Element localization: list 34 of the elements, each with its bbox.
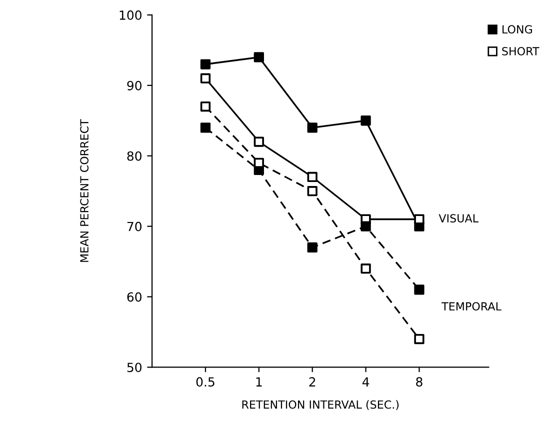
- point: [307, 242, 318, 253]
- y-tick-label: 100: [120, 10, 142, 20]
- y-tick-label: 70: [127, 222, 142, 232]
- point: [200, 59, 211, 70]
- x-tick-label: 1: [256, 377, 262, 386]
- x-tick-label: 8: [416, 377, 422, 387]
- point: [414, 284, 424, 295]
- point: [254, 158, 264, 168]
- legend-label: SHORT: [502, 47, 540, 56]
- point: [200, 122, 211, 133]
- point: [254, 52, 264, 62]
- y-tick-label: 60: [127, 292, 142, 302]
- x-tick-label: 4: [362, 377, 370, 386]
- point: [414, 334, 424, 344]
- point: [360, 116, 371, 126]
- legend-label: LONG: [502, 25, 532, 34]
- point: [307, 186, 318, 196]
- x-tick-label: 2: [309, 377, 316, 386]
- point: [200, 73, 211, 84]
- point: [307, 122, 318, 133]
- x-tick-label: 0.5: [196, 377, 214, 387]
- annotation: TEMPORAL: [442, 302, 502, 311]
- point: [254, 136, 264, 147]
- annotation: VISUAL: [438, 214, 478, 222]
- y-tick-label: 50: [127, 362, 142, 372]
- point: [307, 172, 318, 182]
- y-tick-label: 90: [127, 80, 142, 90]
- point: [360, 264, 371, 274]
- y-tick-label: 80: [127, 151, 142, 161]
- point: [360, 221, 371, 232]
- x-axis-title: RETENTION INTERVAL (SEC.): [242, 400, 399, 410]
- point: [414, 214, 424, 224]
- point: [200, 101, 211, 112]
- y-axis-title: MEAN PERCENT CORRECT: [80, 119, 89, 262]
